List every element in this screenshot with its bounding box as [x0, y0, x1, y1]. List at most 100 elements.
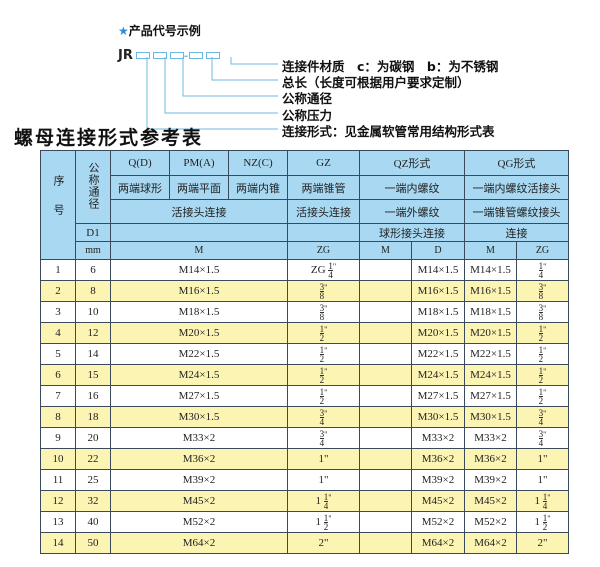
- cell-zg: 1 1 4 ": [287, 490, 360, 512]
- cell-qz-d: M18×1.5: [411, 301, 465, 323]
- cell-m: M16×1.5: [110, 280, 288, 302]
- table-row: 9 20 M33×2 3 4 " M33×2 M33×2 3 4 ": [40, 427, 569, 449]
- header-qg-desc3: 连接: [464, 223, 569, 242]
- table-row: 14 50 M64×2 2" M64×2 M64×2 2": [40, 532, 569, 554]
- cell-qz-d: M14×1.5: [411, 259, 465, 281]
- cell-qg-zg: 1": [516, 448, 569, 470]
- cell-qz-m: [359, 301, 412, 323]
- cell-m: M24×1.5: [110, 364, 288, 386]
- header-q-desc: 两端球形: [110, 175, 170, 200]
- cell-dn: 6: [75, 259, 111, 281]
- cell-qg-m: M16×1.5: [464, 280, 517, 302]
- cell-zg: 1 2 ": [287, 343, 360, 365]
- header-mm: mm: [75, 241, 111, 260]
- header-pm: PM(A): [169, 150, 229, 176]
- code-box: [135, 52, 150, 59]
- cell-qz-m: [359, 511, 412, 533]
- cell-qg-zg: 1 2 ": [516, 322, 569, 344]
- cell-qg-zg: 1 4 ": [516, 259, 569, 281]
- header-nz: NZ(C): [228, 150, 288, 176]
- cell-qg-m: M39×2: [464, 469, 517, 491]
- table-row: 1 6 M14×1.5 ZG 1 4 " M14×1.5 M14×1.5 1 4 ": [40, 259, 569, 281]
- cell-zg: 1": [287, 448, 360, 470]
- cell-qz-m: [359, 490, 412, 512]
- cell-zg: 3 4 ": [287, 427, 360, 449]
- label-pressure: 公称压力: [282, 108, 333, 123]
- cell-seq: 2: [40, 280, 76, 302]
- header-gz-desc: 两端锥管: [287, 175, 360, 200]
- cell-qz-d: M33×2: [411, 427, 465, 449]
- cell-zg: 3 4 ": [287, 406, 360, 428]
- cell-m: M45×2: [110, 490, 288, 512]
- cell-qg-m: M24×1.5: [464, 364, 517, 386]
- cell-zg: ZG 1 4 ": [287, 259, 360, 281]
- cell-qz-d: M64×2: [411, 532, 465, 554]
- label-material: 连接件材质 c：为碳钢 b：为不锈钢: [282, 59, 499, 74]
- table-title: 螺母连接形式参考表: [14, 127, 204, 149]
- cell-seq: 11: [40, 469, 76, 491]
- cell-qg-zg: 3 8 ": [516, 280, 569, 302]
- leader-lines: [146, 57, 278, 130]
- cell-zg: 1 2 ": [287, 322, 360, 344]
- cell-qg-zg: 1 1 4 ": [516, 490, 569, 512]
- cell-m: M36×2: [110, 448, 288, 470]
- cell-dn: 12: [75, 322, 111, 344]
- table-row: 6 15 M24×1.5 1 2 " M24×1.5 M24×1.5 1 2 ": [40, 364, 569, 386]
- table-row: 4 12 M20×1.5 1 2 " M20×1.5 M20×1.5 1 2 ": [40, 322, 569, 344]
- star-icon: ★: [118, 24, 129, 38]
- header-empty: [110, 223, 288, 242]
- cell-seq: 9: [40, 427, 76, 449]
- header-seq: 序号: [40, 150, 76, 260]
- cell-zg: 1 1 2 ": [287, 511, 360, 533]
- table-row: 11 25 M39×2 1" M39×2 M39×2 1": [40, 469, 569, 491]
- cell-m: M27×1.5: [110, 385, 288, 407]
- header-qg-desc: 一端内螺纹活接头: [464, 175, 569, 200]
- cell-qz-d: M45×2: [411, 490, 465, 512]
- cell-m: M39×2: [110, 469, 288, 491]
- cell-zg: 1 2 ": [287, 364, 360, 386]
- cell-dn: 10: [75, 301, 111, 323]
- cell-seq: 13: [40, 511, 76, 533]
- table-row: 5 14 M22×1.5 1 2 " M22×1.5 M22×1.5 1 2 ": [40, 343, 569, 365]
- code-box: [189, 52, 204, 59]
- cell-qg-m: M14×1.5: [464, 259, 517, 281]
- cell-qg-m: M20×1.5: [464, 322, 517, 344]
- header-gz: GZ: [287, 150, 360, 176]
- cell-qg-zg: 1 2 ": [516, 343, 569, 365]
- cell-qz-m: [359, 406, 412, 428]
- reference-table: 序号 公称通径 Q(D) PM(A) NZ(C) GZ QZ形式 QG形式 两端…: [40, 150, 569, 554]
- cell-m: M33×2: [110, 427, 288, 449]
- cell-zg: 3 8 ": [287, 280, 360, 302]
- table-row: 13 40 M52×2 1 1 2 " M52×2 M52×2 1 1 2 ": [40, 511, 569, 533]
- header-empty: [287, 223, 360, 242]
- header-zg: ZG: [287, 241, 360, 260]
- cell-qz-m: [359, 343, 412, 365]
- cell-qg-zg: 2": [516, 532, 569, 554]
- code-prefix: JR: [118, 48, 133, 63]
- cell-qz-m: [359, 259, 412, 281]
- cell-dn: 50: [75, 532, 111, 554]
- header-qz-desc2: 一端外螺纹: [359, 199, 465, 224]
- code-box: [206, 52, 221, 59]
- label-length: 总长（长度可根据用户要求定制）: [282, 75, 470, 90]
- cell-seq: 5: [40, 343, 76, 365]
- cell-m: M52×2: [110, 511, 288, 533]
- cell-dn: 40: [75, 511, 111, 533]
- cell-qg-m: M30×1.5: [464, 406, 517, 428]
- header-m: M: [110, 241, 288, 260]
- cell-qz-m: [359, 280, 412, 302]
- cell-dn: 15: [75, 364, 111, 386]
- code-box: [152, 52, 167, 59]
- cell-qg-zg: 1 2 ": [516, 385, 569, 407]
- cell-qz-d: M27×1.5: [411, 385, 465, 407]
